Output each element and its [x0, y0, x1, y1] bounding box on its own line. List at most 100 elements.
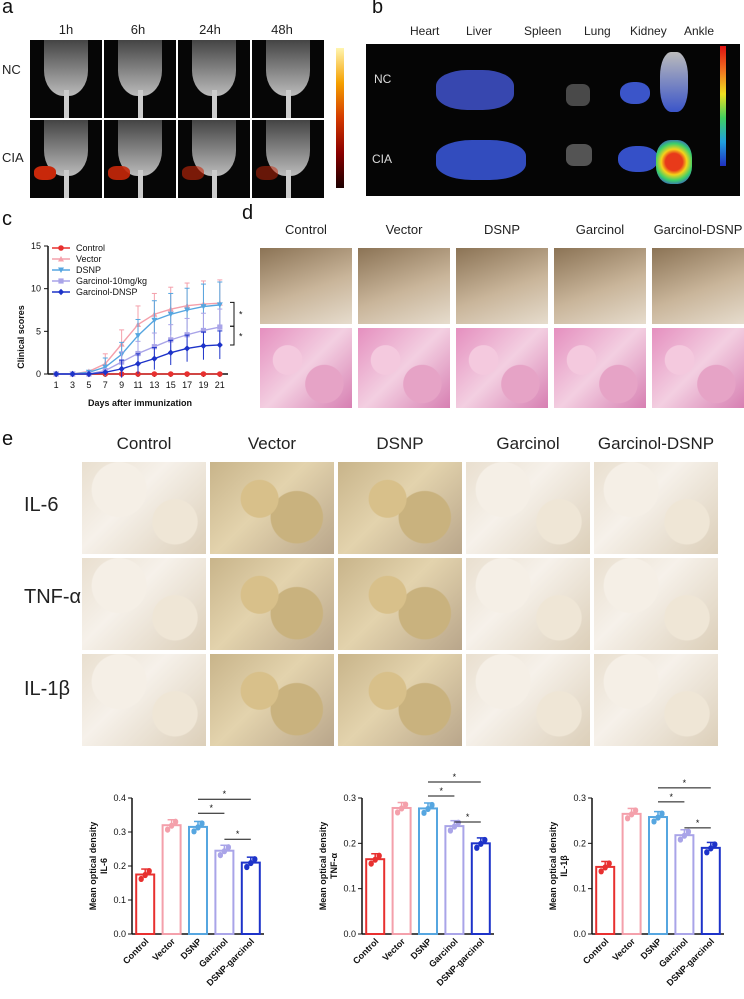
data-point	[372, 856, 378, 862]
data-point	[659, 810, 665, 816]
data-point	[138, 875, 144, 882]
lung-cia-signal	[566, 144, 592, 166]
fluorescence-signal	[256, 166, 278, 180]
data-point	[217, 852, 223, 858]
y-tick-label: 0.1	[113, 895, 126, 905]
significance-star: *	[223, 789, 227, 799]
data-point	[199, 820, 205, 826]
ivis-mouse-image	[178, 40, 250, 118]
mouse-paw-photo	[554, 248, 646, 324]
data-point	[221, 848, 227, 854]
bar	[470, 842, 491, 935]
x-tick-label: DSNP-garcinol	[435, 936, 487, 988]
data-point	[403, 801, 409, 807]
data-point	[151, 371, 158, 377]
y-tick-label: 10	[31, 284, 41, 294]
x-tick-label: 9	[119, 380, 124, 390]
data-point	[376, 852, 382, 858]
bar	[418, 807, 438, 935]
x-tick-label: Control	[351, 936, 381, 966]
x-tick-label: 13	[149, 380, 159, 390]
y-tick-label: 0.1	[573, 884, 586, 894]
y-tick-label: 0.3	[573, 793, 586, 803]
data-point	[633, 807, 639, 813]
group-label: DSNP	[483, 222, 521, 237]
data-point	[200, 304, 207, 310]
data-point	[602, 864, 608, 870]
x-tick-label: DSNP-garcinol	[665, 936, 717, 988]
panel-a-colorbar	[336, 48, 344, 188]
x-tick-label: Vector	[150, 936, 177, 963]
fluorescence-signal	[108, 166, 130, 180]
x-tick-label: 11	[133, 380, 142, 390]
mouse-tail	[138, 90, 143, 118]
data-point	[167, 349, 174, 356]
data-point	[184, 345, 191, 352]
group-label: Garcinol	[575, 222, 625, 237]
timepoint-label: 1h	[58, 22, 74, 37]
data-point	[102, 364, 109, 371]
significance-star: *	[239, 331, 243, 341]
data-point	[167, 371, 174, 377]
x-tick-label: 7	[103, 380, 108, 390]
mouse-paw-photo	[456, 248, 548, 324]
data-point	[216, 341, 223, 349]
data-point	[655, 814, 661, 820]
data-point	[598, 868, 604, 874]
x-tick-label: Control	[581, 936, 611, 966]
significance-brackets: **	[230, 301, 243, 346]
data-point	[216, 302, 223, 308]
data-point	[482, 836, 488, 843]
data-point	[629, 811, 635, 817]
il1b-bar-chart: 0.0 0.1 0.2 0.3 Mean optical density IL-1β Con…	[548, 778, 724, 988]
series-4	[53, 330, 223, 378]
x-tick-label: DSNP-garcinol	[205, 936, 257, 988]
y-tick-label: 0.0	[113, 929, 126, 939]
y-tick-label: 0.0	[573, 929, 586, 939]
mouse-silhouette	[266, 40, 310, 96]
data-point	[685, 828, 691, 834]
ihc-image	[338, 462, 462, 554]
panel-b-row-label-nc: NC	[374, 72, 392, 86]
significance-star: *	[209, 803, 213, 813]
ihc-image	[210, 654, 334, 746]
he-histology-image	[358, 328, 450, 408]
data-point	[252, 856, 258, 862]
bar	[444, 825, 465, 935]
panel-label-e: e	[2, 428, 14, 450]
data-point	[712, 841, 718, 847]
ivis-mouse-image	[104, 120, 176, 198]
data-point	[429, 801, 435, 808]
y-tick-label: 0.2	[573, 838, 586, 848]
he-histology-image	[456, 328, 548, 408]
bar	[621, 812, 642, 935]
mouse-tail	[212, 170, 217, 198]
bracket	[230, 301, 235, 327]
data-point	[135, 371, 141, 377]
significance-star: *	[439, 786, 443, 796]
timepoint-label: 24h	[199, 22, 221, 37]
ihc-image	[210, 462, 334, 554]
liver-cia-signal	[436, 140, 526, 180]
timepoint-label: 6h	[130, 22, 146, 37]
y-tick-label: 0.1	[343, 884, 356, 894]
bar	[674, 834, 695, 935]
x-tick-label: 21	[215, 380, 225, 390]
chart-c-xlabel: Days after immunization	[88, 398, 192, 408]
mouse-silhouette	[118, 40, 162, 96]
significance-star: *	[239, 309, 243, 319]
he-histology-image	[260, 328, 352, 408]
panel-b-colorbar	[720, 46, 726, 166]
data-point	[244, 863, 250, 870]
fluorescence-signal	[34, 166, 56, 180]
data-point	[195, 824, 201, 830]
bar	[391, 806, 412, 935]
data-point	[200, 327, 207, 334]
organ-label: Liver	[466, 24, 493, 38]
liver-nc-signal	[436, 70, 514, 110]
y-tick-label: 15	[31, 241, 41, 251]
data-point	[146, 867, 152, 874]
x-tick-label: 5	[86, 380, 91, 390]
mouse-tail	[286, 90, 291, 118]
bar	[648, 816, 668, 935]
